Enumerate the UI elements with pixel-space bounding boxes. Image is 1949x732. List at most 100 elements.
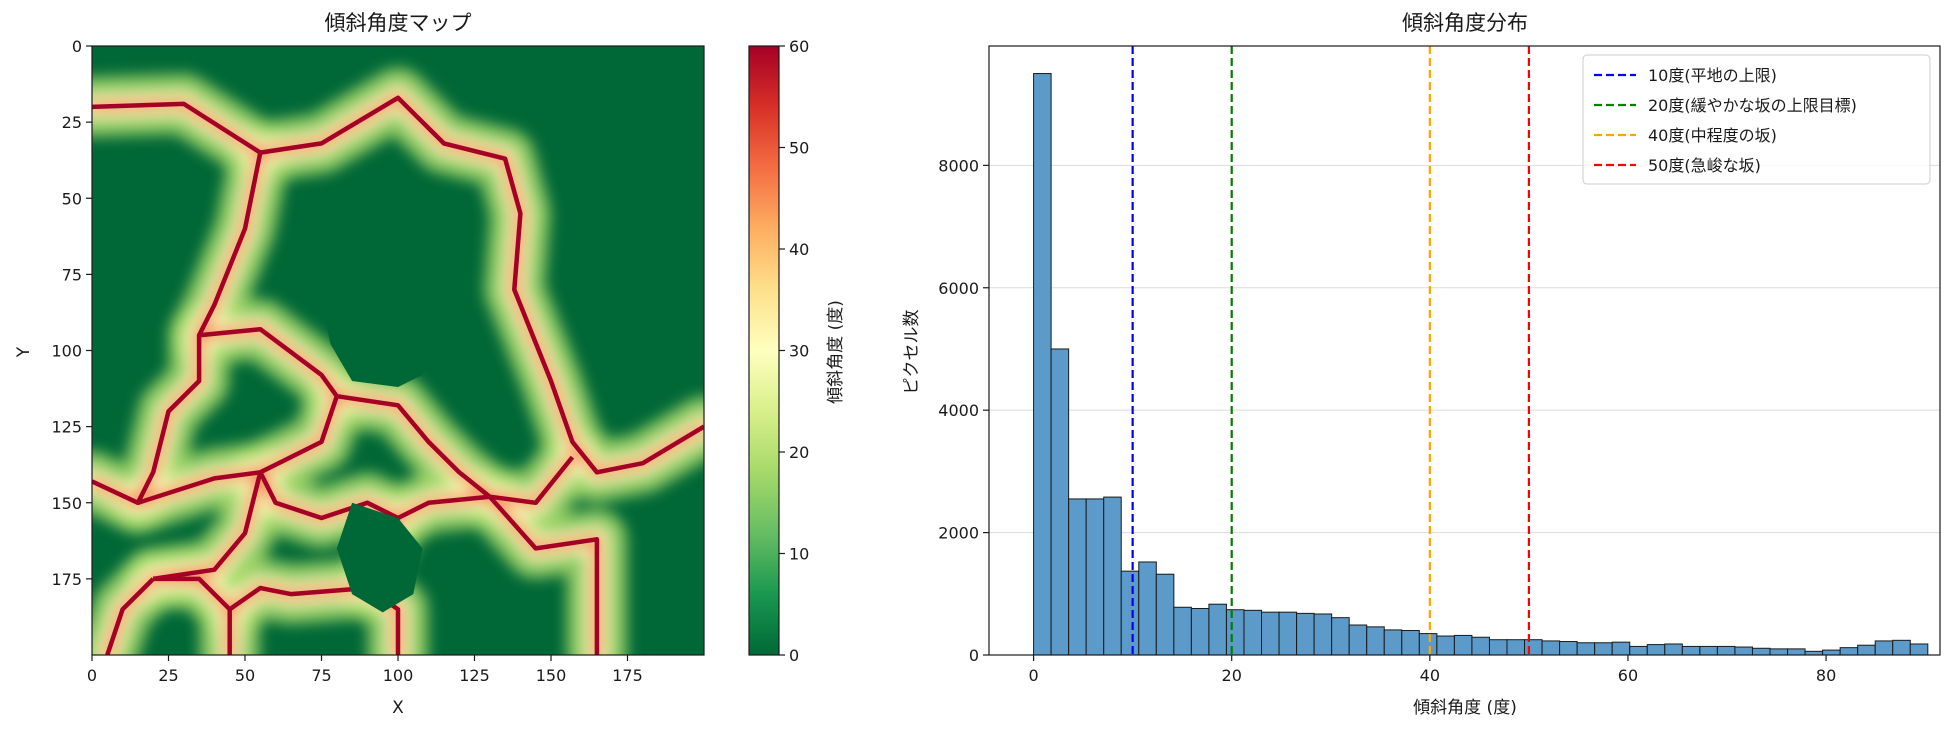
histogram-bar <box>1541 640 1561 656</box>
histogram-bar <box>1892 639 1911 656</box>
histogram-bar <box>1278 611 1298 656</box>
flat-plateau <box>321 250 438 387</box>
histogram-bar <box>1559 641 1578 656</box>
map-y-tick-label: 100 <box>51 342 82 361</box>
histogram-bar <box>1208 603 1227 656</box>
histogram-bar <box>1453 634 1473 656</box>
map-y-ticks: 0 25 50 75 100 125 150 175 <box>51 37 92 589</box>
histogram-bar <box>1085 498 1105 656</box>
ridge-line <box>152 471 263 582</box>
histogram-y-ticks: 0 2000 4000 6000 8000 <box>938 156 989 665</box>
colorbar-gradient <box>748 45 780 656</box>
histogram-bar <box>1225 609 1245 656</box>
histogram-bar <box>1190 607 1210 656</box>
ridge-line <box>153 576 232 655</box>
map-x-tick-label: 150 <box>536 666 567 685</box>
histogram-bar <box>1471 636 1490 656</box>
ridge-line <box>488 495 600 655</box>
histogram-bar <box>1173 606 1192 656</box>
map-x-tick-label: 25 <box>158 666 178 685</box>
histogram-x-tick-label: 20 <box>1222 666 1242 685</box>
histogram-bar <box>1261 611 1280 656</box>
histogram-bar <box>1646 644 1666 656</box>
histogram-bar <box>1331 617 1350 656</box>
histogram-y-tick-label: 6000 <box>938 279 979 298</box>
ridge-line <box>92 95 704 475</box>
legend-entry-label: 50度(急峻な坂) <box>1648 156 1761 175</box>
histogram-bar <box>1296 612 1315 656</box>
ridge-line <box>92 152 263 506</box>
map-y-tick-label: 75 <box>62 265 82 284</box>
histogram-bar <box>1103 496 1122 656</box>
histogram-bar <box>1909 643 1929 656</box>
colorbar-label: 傾斜角度 (度) <box>826 300 846 404</box>
histogram-bar <box>1418 633 1438 656</box>
legend-items: 10度(平地の上限) 20度(緩やかな坂の上限目標) 40度(中程度の坂) 50度(急… <box>1594 66 1857 175</box>
histogram-bar <box>1366 626 1385 656</box>
reference-lines <box>1131 46 1530 655</box>
slope-heatmap-image <box>92 46 704 655</box>
histogram-bar <box>1751 647 1771 656</box>
histogram-bar <box>1138 561 1157 656</box>
histogram-bar <box>1734 646 1753 656</box>
histogram-bar <box>1155 573 1175 656</box>
ridge-line <box>336 393 575 506</box>
histogram-bar <box>1681 645 1701 656</box>
ridge-line <box>228 585 401 655</box>
colorbar-tick-label: 0 <box>789 646 799 665</box>
histogram-bar <box>1313 613 1333 656</box>
histogram-bar <box>1506 639 1526 656</box>
map-y-tick-label: 50 <box>62 189 82 208</box>
histogram-x-axis-label: 傾斜角度 (度) <box>1413 698 1517 718</box>
histogram-bar <box>1401 630 1420 656</box>
histogram-bar <box>1699 645 1718 656</box>
map-y-tick-label: 125 <box>51 418 82 437</box>
legend-box <box>1582 54 1931 185</box>
histogram-x-tick-label: 40 <box>1420 666 1440 685</box>
map-y-tick-label: 175 <box>51 570 82 589</box>
histogram-y-tick-label: 2000 <box>938 524 979 543</box>
histogram-y-tick-label: 4000 <box>938 401 979 420</box>
map-y-tick-label: 0 <box>72 37 82 56</box>
flat-plateau <box>336 502 423 613</box>
legend: 10度(平地の上限) 20度(緩やかな坂の上限目標) 40度(中程度の坂) 50度(急… <box>1582 54 1931 185</box>
histogram-bar <box>1716 645 1736 656</box>
ridge-line <box>137 326 340 505</box>
histogram-bar <box>1068 498 1087 656</box>
slope-histogram-panel: 傾斜角度分布 0 20 40 60 80 0 2000 4000 6000 8000 傾斜角度 … <box>902 11 1941 718</box>
map-x-tick-label: 0 <box>87 666 97 685</box>
map-x-tick-label: 175 <box>612 666 643 685</box>
map-x-ticks: 0 25 50 75 100 125 150 175 <box>87 655 643 685</box>
legend-entry-label: 20度(緩やかな坂の上限目標) <box>1648 96 1857 115</box>
histogram-bar <box>1594 642 1613 656</box>
legend-entry-label: 10度(平地の上限) <box>1648 66 1777 85</box>
legend-entry-label: 40度(中程度の坂) <box>1648 126 1777 145</box>
histogram-bar <box>1524 639 1543 656</box>
slope-map-panel: 傾斜角度マップ 0 25 50 75 100 125 150 175 0 25 50 75 100 12… <box>14 11 705 718</box>
histogram-bar <box>1611 641 1631 656</box>
histogram-bar <box>1033 73 1052 656</box>
colorbar-ticks: 0 10 20 30 40 50 60 <box>779 37 809 665</box>
histogram-y-tick-label: 0 <box>969 646 979 665</box>
histogram-bar <box>1243 609 1263 656</box>
histogram-bar <box>1348 624 1368 656</box>
map-x-tick-label: 125 <box>459 666 490 685</box>
colorbar-tick-label: 60 <box>789 37 809 56</box>
ridge-line <box>105 577 155 655</box>
map-x-axis-label: X <box>392 698 404 718</box>
colorbar-tick-label: 40 <box>789 240 809 259</box>
histogram-x-tick-label: 80 <box>1816 666 1836 685</box>
histogram-bars <box>1033 73 1929 656</box>
map-y-tick-label: 25 <box>62 113 82 132</box>
colorbar: 0 10 20 30 40 50 60 傾斜角度 (度) <box>748 37 846 665</box>
histogram-bar <box>1857 644 1876 656</box>
histogram-bar <box>1787 648 1806 656</box>
colorbar-tick-label: 50 <box>789 139 809 158</box>
histogram-bar <box>1576 642 1596 656</box>
histogram-bar <box>1839 647 1859 656</box>
histogram-y-tick-label: 8000 <box>938 156 979 175</box>
histogram-bar <box>1383 629 1403 656</box>
histogram-x-tick-label: 60 <box>1618 666 1638 685</box>
histogram-bar <box>1822 649 1841 656</box>
histogram-bar <box>1120 570 1140 656</box>
